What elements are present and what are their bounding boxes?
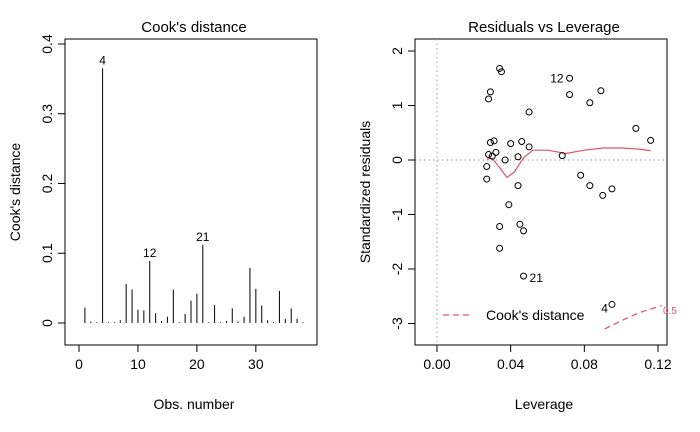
residual-point-32	[599, 191, 607, 199]
cooks-contour-line	[604, 304, 662, 330]
cooks-y-tick-label: 0	[39, 319, 55, 327]
residual-point-27	[566, 91, 574, 99]
residual-point-8	[490, 137, 498, 145]
residual-point-25	[558, 152, 566, 160]
cooks-label-12: 12	[143, 246, 157, 260]
residuals-y-tick-label: 0	[389, 156, 405, 164]
reference-lines	[415, 39, 667, 345]
residual-point-29	[586, 99, 594, 107]
cooks-x-tick-label: 30	[248, 356, 264, 372]
cooks-distance-y-axis: 0 0.1 0.2 0.3 0.4	[39, 34, 66, 327]
cooks-label-4: 4	[99, 53, 106, 67]
residual-point-14	[501, 156, 509, 164]
residual-point-1	[483, 175, 491, 183]
residual-point-15	[505, 201, 513, 209]
residuals-leverage-panel: Residuals vs Leverage Leverage Standardi…	[357, 19, 677, 412]
legend: Cook's distance	[443, 307, 585, 323]
residual-point-33	[608, 185, 616, 193]
residuals-y-axis: -3 -2 -1 0 1 2	[389, 47, 416, 330]
residual-point-20	[518, 137, 526, 145]
residual-point-11	[497, 68, 505, 76]
cooks-distance-panel: Cook's distance Obs. number Cook's dista…	[7, 19, 318, 412]
smooth-line	[486, 147, 651, 179]
cooks-distance-x-axis: 0 10 20 30	[75, 344, 264, 372]
residual-point-30	[586, 182, 594, 190]
cooks-y-tick-label: 0.4	[39, 34, 55, 54]
cooks-y-tick-label: 0.2	[39, 174, 55, 194]
residuals-y-tick-label: -1	[389, 208, 405, 221]
residuals-leverage-y-label: Standardized residuals	[357, 121, 373, 263]
residual-label-4: 4	[601, 301, 608, 315]
residual-point-16	[507, 140, 515, 148]
cooks-distance-point-labels: 4 12 21	[99, 53, 210, 260]
cooks-distance-x-label: Obs. number	[154, 396, 235, 412]
leverage-x-tick-label: 0.12	[644, 356, 671, 372]
residual-point-13	[496, 244, 504, 252]
residuals-y-tick-label: 2	[389, 47, 405, 55]
leverage-x-tick-label: 0.00	[423, 356, 450, 372]
leverage-x-tick-label: 0.08	[571, 356, 598, 372]
residual-point-12	[496, 222, 504, 230]
residual-point-7	[488, 152, 496, 160]
residual-point-5	[486, 88, 494, 96]
cooks-x-tick-label: 10	[130, 356, 146, 372]
cooks-contour-level-label: 0.5	[663, 306, 677, 317]
residual-point-18	[514, 153, 522, 161]
cooks-distance-title: Cook's distance	[141, 19, 246, 36]
residual-point-26	[566, 74, 574, 82]
residual-point-24	[525, 143, 533, 151]
cooks-x-tick-label: 0	[75, 356, 83, 372]
residual-point-6	[486, 139, 494, 147]
residual-point-17	[514, 182, 522, 190]
residual-point-21	[520, 227, 528, 235]
residual-point-2	[483, 163, 491, 171]
residual-point-31	[597, 87, 605, 95]
cooks-y-tick-label: 0.3	[39, 104, 55, 124]
residual-point-3	[485, 151, 493, 159]
cooks-label-21: 21	[196, 230, 210, 244]
residual-point-35	[632, 124, 640, 132]
residual-points	[483, 64, 655, 308]
cooks-distance-bars	[84, 68, 304, 323]
residual-point-4	[485, 95, 493, 103]
residual-point-22	[520, 272, 528, 280]
residuals-y-tick-label: -2	[389, 263, 405, 276]
residuals-leverage-title: Residuals vs Leverage	[468, 19, 620, 36]
residual-label-12: 12	[550, 71, 564, 85]
residual-point-36	[647, 136, 655, 144]
cooks-x-tick-label: 20	[189, 356, 205, 372]
leverage-x-tick-label: 0.04	[497, 356, 524, 372]
residuals-leverage-x-label: Leverage	[515, 396, 574, 412]
cooks-distance-y-label: Cook's distance	[7, 143, 23, 242]
residual-label-21: 21	[530, 271, 544, 285]
residuals-y-tick-label: -3	[389, 317, 405, 330]
residual-point-23	[525, 108, 533, 116]
residual-point-34	[608, 300, 616, 308]
cooks-distance-contour	[604, 304, 662, 330]
leverage-x-axis: 0.00 0.04 0.08 0.12	[423, 344, 672, 372]
residual-point-28	[577, 171, 585, 179]
residual-point-9	[492, 148, 500, 156]
residuals-leverage-plot-frame	[414, 38, 668, 346]
residuals-y-tick-label: 1	[389, 101, 405, 109]
legend-label: Cook's distance	[486, 307, 585, 323]
smooth-trend-line	[486, 147, 651, 179]
residual-point-labels: 12 21 4	[530, 71, 609, 315]
cooks-y-tick-label: 0.1	[39, 243, 55, 263]
residual-point-19	[516, 220, 524, 228]
